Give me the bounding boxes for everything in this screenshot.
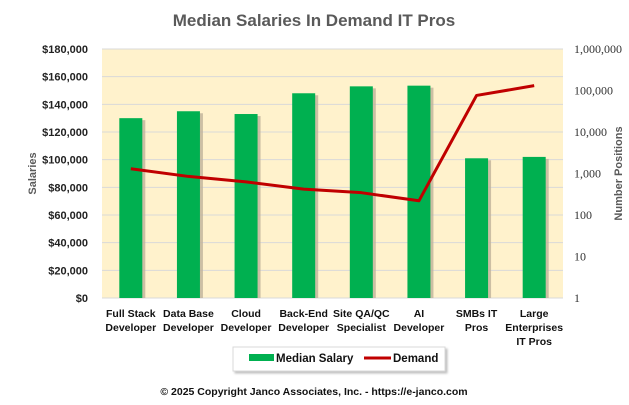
bar [119, 118, 143, 299]
category-label: Data Base Developer [163, 308, 214, 334]
left-tick-label: $60,000 [48, 210, 88, 222]
right-axis-ticks: 1 10 100 1,000 10,000 100,000 1,000,000 [574, 42, 622, 305]
left-tick-label: $160,000 [42, 72, 88, 84]
bar [465, 158, 489, 298]
legend-swatch-median-salary [249, 354, 274, 361]
left-tick-label: $0 [76, 293, 88, 305]
bar-series-median-salary [119, 85, 549, 299]
right-axis-title: Number Positions [613, 126, 625, 220]
right-tick-label: 1,000 [574, 167, 601, 181]
category-label: AI Developer [394, 308, 445, 334]
category-label-line: Full Stack [106, 308, 156, 320]
category-label-line: Developer [278, 322, 329, 334]
bar [234, 114, 258, 299]
left-tick-label: $180,000 [42, 44, 88, 56]
legend-label-median-salary: Median Salary [276, 353, 354, 365]
category-label-line: Enterprises [505, 322, 563, 334]
legend: Median Salary Demand [232, 346, 446, 372]
line-series-demand [130, 84, 535, 203]
left-tick-label: $140,000 [42, 99, 88, 111]
category-label-line: Cloud [231, 308, 261, 320]
bar [407, 85, 431, 299]
category-label: Site QA/QC Specialist [333, 308, 390, 334]
category-label-line: AI [414, 308, 425, 320]
left-tick-label: $100,000 [42, 155, 88, 167]
category-label-line: Large [520, 308, 549, 320]
left-axis-title: Salaries [27, 152, 39, 194]
category-label-line: Data Base [163, 308, 214, 320]
category-label-line: Developer [394, 322, 445, 334]
right-tick-label: 10,000 [574, 125, 607, 139]
left-tick-label: $20,000 [48, 265, 88, 277]
right-tick-label: 100 [574, 208, 592, 222]
category-label: Large Enterprises IT Pros [505, 308, 563, 348]
bar [522, 156, 546, 298]
chart-title: Median Salaries In Demand IT Pros [173, 11, 455, 30]
category-label-line: Developer [221, 322, 272, 334]
right-tick-label: 100,000 [574, 84, 613, 98]
bar [176, 111, 200, 298]
category-label: Full Stack Developer [105, 308, 156, 334]
category-label-line: IT Pros [516, 336, 552, 348]
left-tick-label: $80,000 [48, 182, 88, 194]
bar [292, 93, 316, 299]
right-tick-label: 1 [574, 291, 580, 305]
legend-label-demand: Demand [393, 353, 438, 365]
category-label: Cloud Developer [221, 308, 272, 334]
category-label-line: Back-End [279, 308, 327, 320]
right-tick-label: 10 [574, 250, 586, 264]
left-tick-label: $120,000 [42, 127, 88, 139]
right-tick-label: 1,000,000 [574, 42, 622, 56]
category-label: SMBs IT Pros [456, 308, 498, 334]
copyright-footer: © 2025 Copyright Janco Associates, Inc. … [160, 386, 467, 398]
category-label: Back-End Developer [278, 308, 329, 334]
category-label-line: Site QA/QC [333, 308, 390, 320]
category-label-line: Specialist [337, 322, 387, 334]
left-tick-label: $40,000 [48, 238, 88, 250]
category-label-line: SMBs IT [456, 308, 498, 320]
category-label-line: Developer [163, 322, 214, 334]
left-axis-ticks: $0 $20,000 $40,000 $60,000 $80,000 $100,000 $1… [42, 44, 88, 305]
category-label-line: Developer [105, 322, 156, 334]
category-label-line: Pros [465, 322, 489, 334]
demand-line [130, 84, 535, 203]
